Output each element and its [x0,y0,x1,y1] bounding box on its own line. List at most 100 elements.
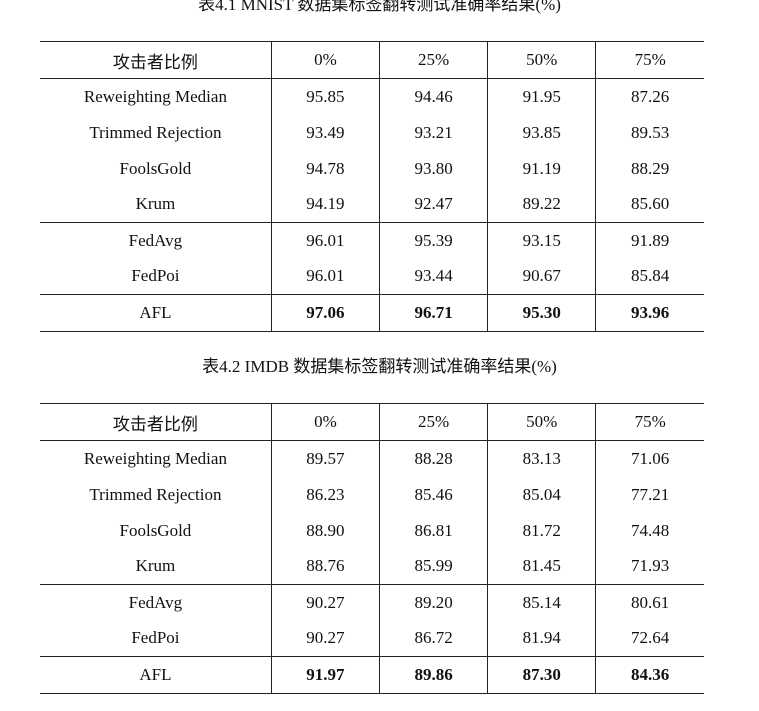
value-cell: 93.21 [378,114,488,151]
header-25pct: 25% [378,41,488,79]
value-cell-best: 87.30 [487,656,596,694]
value-cell: 77.21 [595,476,704,513]
value-cell: 94.19 [270,186,380,223]
method-name: Krum [40,186,272,223]
method-name: Reweighting Median [83,86,227,106]
value-cell-best: 91.97 [270,656,380,694]
value-cell: 93.44 [378,258,488,295]
table-row: FedAvg 90.27 89.20 85.14 80.61 [40,584,704,621]
table-row: Trimmed Rejection 86.23 85.46 85.04 77.2… [40,476,704,513]
table-row: Trimmed Rejection 93.49 93.21 93.85 89.5… [40,114,704,151]
table-row: Krum 94.19 92.47 89.22 85.60 [40,186,704,223]
value-cell: 87.26 [595,78,704,115]
method-name: FedAvg [128,592,183,612]
value-cell: 91.89 [595,222,704,259]
method-name: Trimmed Rejection [89,484,222,504]
value-cell: 90.67 [487,258,596,295]
value-cell: 85.60 [595,186,704,223]
value-cell: 85.46 [378,476,488,513]
value-cell: 93.15 [487,222,596,259]
value-cell: 88.90 [270,512,380,549]
method-name: FedPoi [40,258,272,295]
value-cell: 81.94 [487,620,596,657]
table-row-afl: AFL 97.06 96.71 95.30 93.96 [40,294,704,332]
header-attacker-ratio: 攻击者比例 [40,41,272,79]
table-row-afl: AFL 91.97 89.86 87.30 84.36 [40,656,704,694]
method-name: Krum [40,548,272,585]
table-row: FoolsGold 88.90 86.81 81.72 74.48 [40,512,704,549]
method-name: Reweighting Median [83,448,227,468]
method-name: FoolsGold [119,158,192,178]
value-cell: 86.23 [270,476,380,513]
value-cell: 80.61 [595,584,704,621]
method-name: Trimmed Rejection [89,122,222,142]
value-cell: 71.93 [595,548,704,585]
value-cell: 93.49 [270,114,380,151]
table-row: FedPoi 90.27 86.72 81.94 72.64 [40,620,704,657]
value-cell: 95.85 [270,78,380,115]
header-50pct: 50% [487,403,596,441]
value-cell: 91.95 [487,78,596,115]
method-name: FedPoi [40,620,272,657]
value-cell: 96.01 [270,258,380,295]
value-cell: 88.29 [595,150,704,187]
table-row: FedAvg 96.01 95.39 93.15 91.89 [40,222,704,259]
value-cell: 96.01 [270,222,380,259]
header-75pct: 75% [595,403,704,441]
value-cell: 85.99 [378,548,488,585]
value-cell: 83.13 [487,440,596,477]
value-cell: 93.80 [378,150,488,187]
value-cell: 94.46 [378,78,488,115]
table-header-row: 攻击者比例 0% 25% 50% 75% [40,403,704,441]
value-cell: 89.20 [378,584,488,621]
value-cell: 94.78 [270,150,380,187]
value-cell: 81.45 [487,548,596,585]
table-row: FedPoi 96.01 93.44 90.67 85.84 [40,258,704,295]
value-cell: 71.06 [595,440,704,477]
value-cell-best: 96.71 [378,294,488,332]
header-0pct: 0% [270,403,380,441]
table-header-row: 攻击者比例 0% 25% 50% 75% [40,41,704,79]
table-row: FoolsGold 94.78 93.80 91.19 88.29 [40,150,704,187]
value-cell: 85.04 [487,476,596,513]
header-attacker-ratio: 攻击者比例 [40,403,272,441]
value-cell: 89.22 [487,186,596,223]
value-cell: 86.72 [378,620,488,657]
value-cell: 85.14 [487,584,596,621]
value-cell-best: 84.36 [595,656,704,694]
header-0pct: 0% [270,41,380,79]
value-cell: 85.84 [595,258,704,295]
value-cell: 92.47 [378,186,488,223]
value-cell: 81.72 [487,512,596,549]
value-cell: 72.64 [595,620,704,657]
method-name: AFL [40,294,272,332]
header-50pct: 50% [487,41,596,79]
value-cell-best: 89.86 [378,656,488,694]
value-cell: 90.27 [270,584,380,621]
value-cell: 95.39 [378,222,488,259]
method-name: AFL [40,656,272,694]
value-cell: 88.76 [270,548,380,585]
value-cell-best: 93.96 [595,294,704,332]
value-cell: 89.53 [595,114,704,151]
imdb-results-table: 攻击者比例 0% 25% 50% 75% Reweighting Median … [40,403,704,694]
header-75pct: 75% [595,41,704,79]
method-name: FoolsGold [119,520,192,540]
mnist-results-table: 攻击者比例 0% 25% 50% 75% Reweighting Median … [40,41,704,332]
value-cell: 88.28 [378,440,488,477]
value-cell: 86.81 [378,512,488,549]
header-25pct: 25% [378,403,488,441]
value-cell: 93.85 [487,114,596,151]
value-cell-best: 95.30 [487,294,596,332]
table-row: Krum 88.76 85.99 81.45 71.93 [40,548,704,585]
table-row: Reweighting Median 95.85 94.46 91.95 87.… [40,78,704,115]
table-caption-mnist: 表4.1 MNIST 数据集标签翻转测试准确率结果(%) [198,0,561,14]
value-cell-best: 97.06 [270,294,380,332]
value-cell: 90.27 [270,620,380,657]
table-row: Reweighting Median 89.57 88.28 83.13 71.… [40,440,704,477]
value-cell: 74.48 [595,512,704,549]
value-cell: 91.19 [487,150,596,187]
table-caption-imdb: 表4.2 IMDB 数据集标签翻转测试准确率结果(%) [202,357,557,376]
method-name: FedAvg [128,230,183,250]
value-cell: 89.57 [270,440,380,477]
